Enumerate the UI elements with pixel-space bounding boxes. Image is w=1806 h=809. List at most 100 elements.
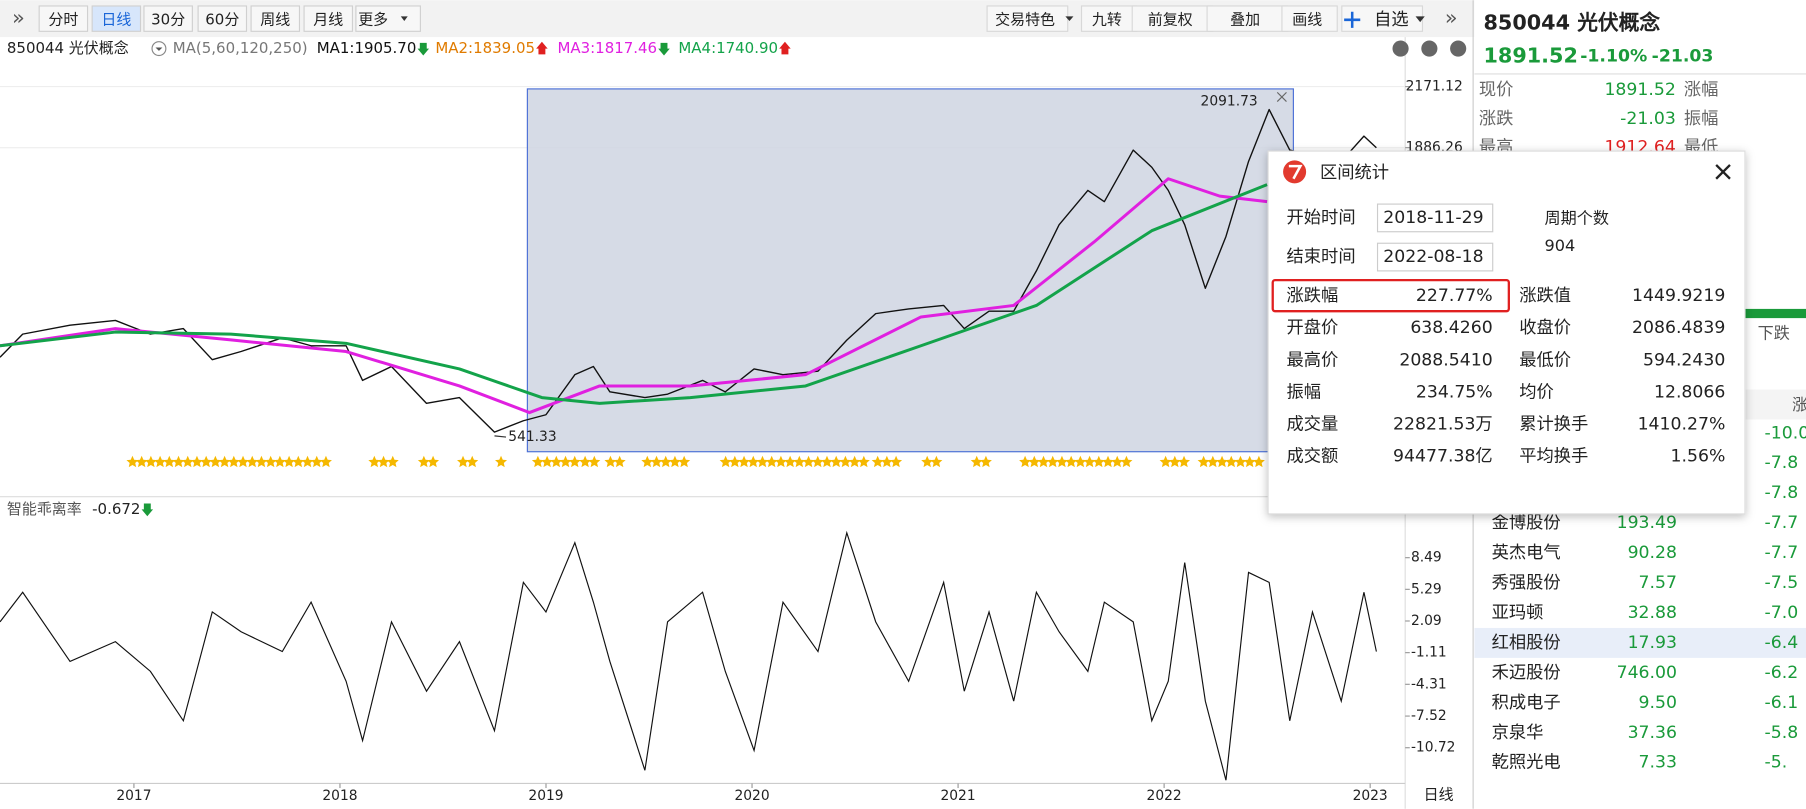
signal-star	[144, 455, 157, 468]
signal-star	[1019, 455, 1032, 468]
stat-value: 1410.27%	[1638, 414, 1726, 434]
indicator-value: -0.672	[92, 500, 140, 518]
signal-star	[264, 455, 277, 468]
popup-close[interactable]	[1715, 164, 1731, 180]
date-value[interactable]: 2018-11-29	[1383, 208, 1483, 228]
list-pct: -6.4	[1765, 633, 1799, 653]
signal-star	[368, 455, 381, 468]
period-tab-label[interactable]: 分时	[48, 10, 78, 28]
period-tab-label[interactable]: 周线	[260, 10, 290, 28]
stat-label: 成交额	[1287, 446, 1339, 466]
tool-label[interactable]: 交易特色	[995, 10, 1055, 28]
period-tab-label[interactable]: 30分	[151, 10, 185, 28]
selection-close[interactable]	[1276, 91, 1287, 102]
stock-name: 850044 光伏概念	[7, 39, 129, 57]
trend-arrow	[417, 42, 430, 56]
trend-arrow	[141, 503, 154, 517]
list-price: 7.57	[1639, 573, 1677, 593]
list-name[interactable]: 金博股份	[1492, 513, 1561, 533]
ma-value: MA4:1740.90	[678, 39, 778, 57]
signal-star	[218, 455, 231, 468]
tool-label[interactable]: 前复权	[1148, 10, 1193, 28]
signal-star	[1037, 455, 1050, 468]
list-name[interactable]: 京泉华	[1492, 723, 1544, 743]
signal-star	[1074, 455, 1087, 468]
tab-indicator	[1744, 308, 1806, 319]
tool-label[interactable]: 自选	[1374, 10, 1409, 30]
period-tab[interactable]	[303, 5, 354, 32]
period-tab-label[interactable]: 月线	[313, 10, 343, 28]
period-tab[interactable]	[250, 5, 301, 32]
quote-title: 850044 光伏概念	[1484, 10, 1661, 34]
signal-star	[377, 455, 390, 468]
signal-star	[1252, 455, 1265, 468]
period-tab[interactable]	[91, 5, 142, 32]
list-name[interactable]: 亚玛顿	[1492, 603, 1544, 623]
list-name[interactable]: 秀强股份	[1492, 573, 1561, 593]
list-name[interactable]: 红相股份	[1492, 633, 1561, 653]
date-input[interactable]	[1376, 203, 1494, 233]
tool-button[interactable]	[1080, 5, 1138, 32]
period-tab-label[interactable]: 60分	[205, 10, 239, 28]
list-name[interactable]: 禾迈股份	[1492, 663, 1561, 683]
x-tick-label: 2020	[734, 788, 769, 804]
highlight-box	[1271, 278, 1510, 313]
extreme-label: 541.33	[508, 429, 556, 445]
date-input[interactable]	[1376, 242, 1494, 272]
quote-label: 涨跌	[1479, 109, 1514, 129]
signal-star	[747, 455, 760, 468]
expand-icon[interactable]: »	[1445, 6, 1458, 30]
tool-label[interactable]: 叠加	[1230, 10, 1260, 28]
list-tab[interactable]: 下跌	[1758, 324, 1790, 343]
list-name[interactable]: 英杰电气	[1492, 543, 1561, 563]
chart-icon[interactable]	[1392, 40, 1409, 57]
ma-params: MA(5,60,120,250)	[173, 39, 308, 57]
list-pct: -5.8	[1765, 723, 1799, 743]
signal-star	[209, 455, 222, 468]
tool-button[interactable]	[1131, 5, 1214, 32]
quote-value: -21.03	[1620, 109, 1676, 129]
stat-value: 1449.9219	[1632, 286, 1725, 306]
y-tick-label: -1.11	[1411, 645, 1447, 661]
signal-star	[678, 455, 691, 468]
stat-value: 22821.53万	[1393, 414, 1493, 434]
signal-star	[457, 455, 470, 468]
stat-label: 涨跌值	[1519, 286, 1571, 306]
stat-label: 最低价	[1519, 350, 1571, 370]
list-name[interactable]: 积成电子	[1492, 693, 1561, 713]
chart-icon[interactable]	[1450, 40, 1467, 57]
signal-star	[181, 455, 194, 468]
period-tab[interactable]	[38, 5, 89, 32]
signal-star	[172, 455, 185, 468]
signal-star	[1243, 455, 1256, 468]
period-tab-label[interactable]: 更多	[358, 10, 388, 28]
tool-button[interactable]	[1206, 5, 1289, 32]
signal-star	[848, 455, 861, 468]
tool-button[interactable]	[1281, 5, 1338, 32]
date-value[interactable]: 2022-08-18	[1383, 247, 1483, 267]
collapse-icon[interactable]: »	[12, 6, 25, 30]
signal-star	[1234, 455, 1247, 468]
period-tab-label[interactable]: 日线	[101, 10, 131, 28]
signal-star	[1046, 455, 1059, 468]
period-tab[interactable]	[143, 5, 193, 32]
list-name[interactable]: 乾照光电	[1492, 753, 1561, 773]
ma-line	[0, 183, 1268, 405]
signal-star	[237, 455, 250, 468]
stat-value: 94477.38亿	[1393, 446, 1493, 466]
signal-star	[1111, 455, 1124, 468]
tool-label[interactable]: 九转	[1092, 10, 1122, 28]
signal-star	[774, 455, 787, 468]
signal-star	[1083, 455, 1096, 468]
tool-label[interactable]: 画线	[1292, 10, 1322, 28]
period-tab[interactable]	[355, 5, 421, 32]
field-value: 904	[1545, 236, 1576, 255]
signal-star	[550, 455, 563, 468]
field-label: 结束时间	[1287, 247, 1356, 267]
signal-star	[659, 455, 672, 468]
signal-star	[613, 455, 626, 468]
chart-icon[interactable]	[1421, 40, 1438, 57]
tool-button[interactable]	[986, 5, 1069, 32]
period-tab[interactable]	[197, 5, 248, 32]
